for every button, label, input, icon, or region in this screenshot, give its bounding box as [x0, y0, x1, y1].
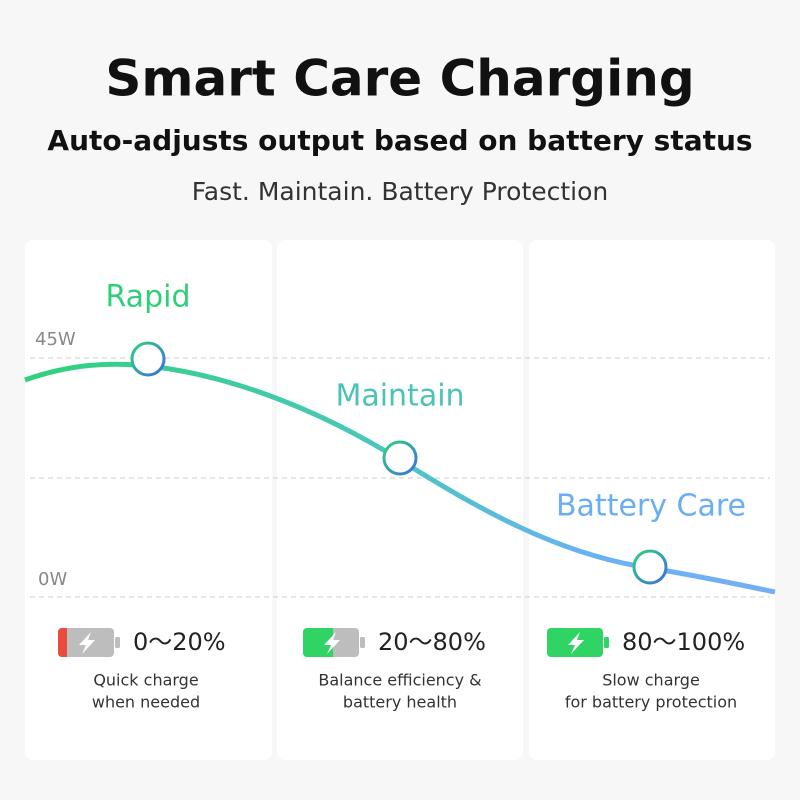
description: when needed: [92, 693, 200, 712]
curve-point: [130, 341, 166, 377]
range: 80～100%: [622, 628, 745, 656]
battery-icon: [547, 628, 609, 657]
title: Smart Care Charging: [105, 50, 694, 108]
axis-label: 0W: [38, 569, 67, 590]
description: for battery protection: [565, 693, 737, 712]
battery-icon: [58, 628, 120, 657]
battery-icon: [303, 628, 365, 657]
subtitle: Auto-adjusts output based on battery sta…: [47, 124, 752, 157]
description: Slow charge: [602, 671, 700, 690]
description: battery health: [343, 693, 457, 712]
stage-name: Battery Care: [556, 489, 746, 524]
curve-point: [382, 440, 418, 476]
tagline: Fast. Maintain. Battery Protection: [192, 177, 609, 206]
description: Balance efficiency &: [318, 671, 481, 690]
range: 20～80%: [378, 628, 486, 656]
curve-point: [632, 549, 668, 585]
axis-label: 45W: [35, 329, 76, 350]
description: Quick charge: [93, 671, 198, 690]
stage-name: Rapid: [106, 280, 191, 315]
range: 0～20%: [133, 628, 226, 656]
stage-name: Maintain: [335, 379, 464, 414]
